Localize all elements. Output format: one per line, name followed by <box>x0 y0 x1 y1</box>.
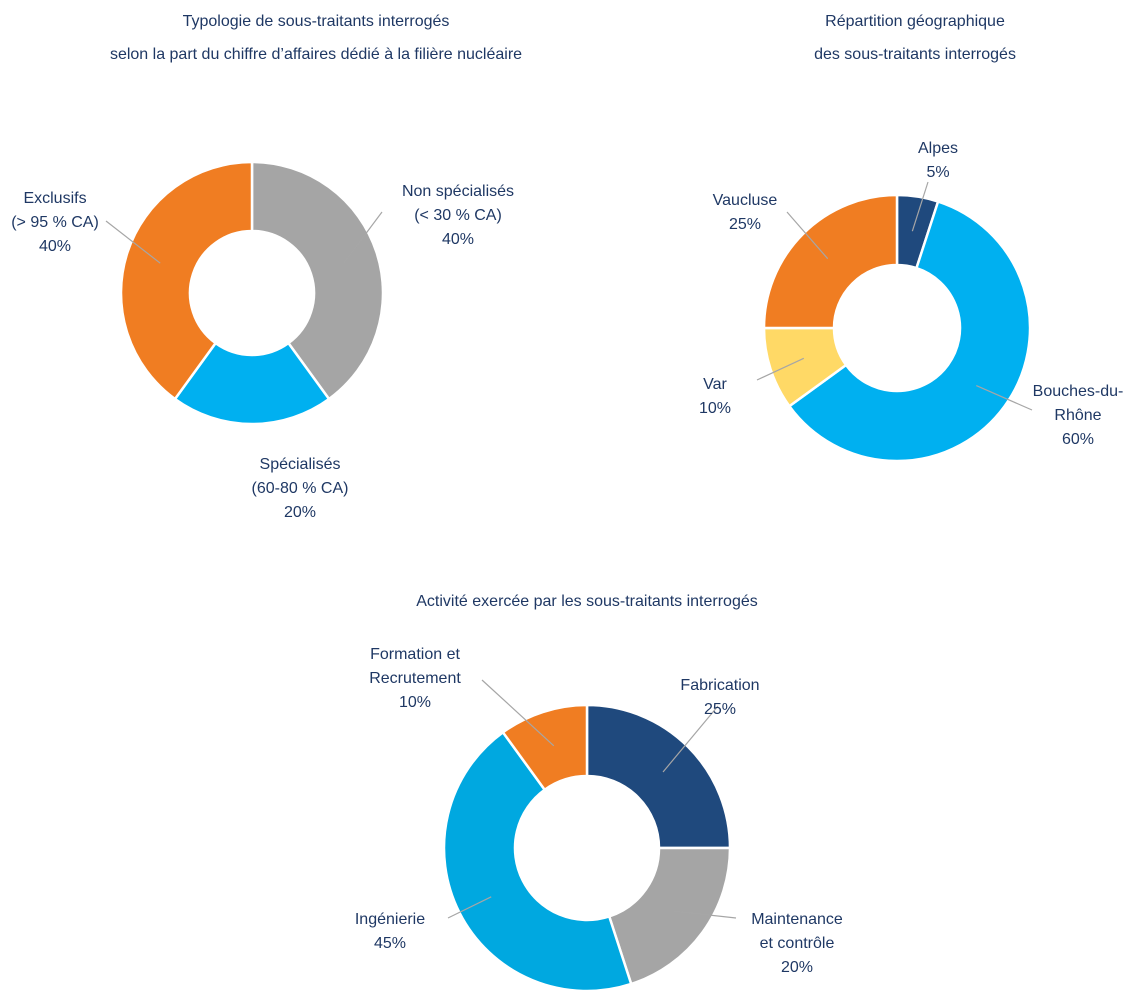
slice-value: 20% <box>284 504 316 521</box>
leader-line <box>343 211 383 264</box>
leader-line <box>976 385 1033 411</box>
slice-label: Maintenance et contrôle <box>751 911 843 952</box>
leader-line <box>786 211 829 260</box>
slice-label: Non spécialisés (< 30 % CA) <box>402 183 514 224</box>
slice-label: Spécialisés (60-80 % CA) <box>252 456 349 497</box>
slice-value: 40% <box>442 231 474 248</box>
donut-slice <box>119 160 254 401</box>
leader-line <box>911 181 929 232</box>
slice-label: Ingénierie <box>355 911 425 928</box>
slice-value: 25% <box>704 701 736 718</box>
leader-line <box>756 357 805 381</box>
slice-value: 40% <box>39 238 71 255</box>
slice-value: 5% <box>926 164 949 181</box>
donut-slice <box>607 846 732 986</box>
donut-slice <box>250 160 385 401</box>
slice-label: Formation et Recrutement <box>369 646 461 687</box>
chart-title: Typologie de sous-traitants interrogés se… <box>110 13 522 63</box>
leader-line <box>662 705 719 773</box>
donut-slice <box>585 703 732 850</box>
slice-label: Bouches-du-Rhône <box>1033 383 1124 424</box>
donut-slice <box>787 199 1032 463</box>
slice-value: 45% <box>374 935 406 952</box>
slice-label: Fabrication <box>680 677 759 694</box>
chart-title: Répartition géographique des sous-traitan… <box>814 13 1016 63</box>
donut-slice <box>762 193 899 330</box>
slice-value: 25% <box>729 216 761 233</box>
slice-label: Alpes <box>918 140 958 157</box>
slice-label: Vaucluse <box>713 192 778 209</box>
leader-line <box>105 220 161 264</box>
leader-line <box>481 679 555 747</box>
leader-line <box>447 896 492 919</box>
slice-value: 60% <box>1062 431 1094 448</box>
chart-title: Activité exercée par les sous-traitants … <box>416 593 757 610</box>
slice-value: 10% <box>699 400 731 417</box>
slice-value: 10% <box>399 694 431 711</box>
donut-slice <box>173 341 331 426</box>
slice-label: Exclusifs (> 95 % CA) <box>11 190 99 231</box>
leader-line <box>673 910 737 919</box>
donut-slice <box>442 730 633 992</box>
slice-label: Var <box>703 376 727 393</box>
slice-value: 20% <box>781 959 813 976</box>
